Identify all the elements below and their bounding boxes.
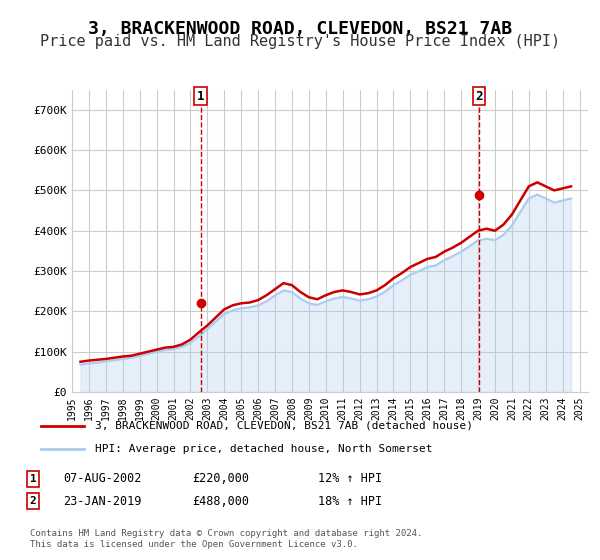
Text: 1: 1 bbox=[197, 90, 205, 102]
Text: 23-JAN-2019: 23-JAN-2019 bbox=[63, 494, 142, 508]
Text: 12% ↑ HPI: 12% ↑ HPI bbox=[318, 472, 382, 486]
Text: Contains HM Land Registry data © Crown copyright and database right 2024.
This d: Contains HM Land Registry data © Crown c… bbox=[30, 529, 422, 549]
Text: Price paid vs. HM Land Registry's House Price Index (HPI): Price paid vs. HM Land Registry's House … bbox=[40, 34, 560, 49]
Text: 2: 2 bbox=[475, 90, 483, 102]
Text: 3, BRACKENWOOD ROAD, CLEVEDON, BS21 7AB (detached house): 3, BRACKENWOOD ROAD, CLEVEDON, BS21 7AB … bbox=[95, 421, 473, 431]
Text: 2: 2 bbox=[29, 496, 37, 506]
Text: 18% ↑ HPI: 18% ↑ HPI bbox=[318, 494, 382, 508]
Text: £220,000: £220,000 bbox=[192, 472, 249, 486]
Text: HPI: Average price, detached house, North Somerset: HPI: Average price, detached house, Nort… bbox=[95, 445, 432, 454]
Text: £488,000: £488,000 bbox=[192, 494, 249, 508]
Text: 07-AUG-2002: 07-AUG-2002 bbox=[63, 472, 142, 486]
Text: 1: 1 bbox=[29, 474, 37, 484]
Text: 3, BRACKENWOOD ROAD, CLEVEDON, BS21 7AB: 3, BRACKENWOOD ROAD, CLEVEDON, BS21 7AB bbox=[88, 20, 512, 38]
